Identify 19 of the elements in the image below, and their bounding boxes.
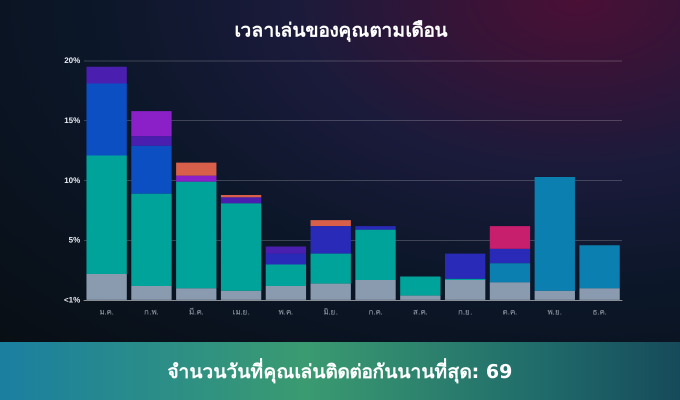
y-tick-label: <1% [64,296,80,305]
x-tick-label: ก.ค. [368,307,383,316]
y-tick-label: 5% [68,236,80,245]
x-tick-label: มี.ค. [189,307,204,316]
chart-title: เวลาเล่นของคุณตามเดือน [234,19,448,42]
x-tick-label: ม.ค. [99,307,114,316]
y-tick-label: 15% [64,116,80,125]
x-tick-label: ก.พ. [144,307,159,316]
x-tick-label: ธ.ค. [592,307,607,316]
y-tick-label: 20% [64,56,80,66]
y-tick-label: 10% [64,176,80,185]
x-tick-label: ต.ค. [502,307,518,316]
x-tick-label: พ.ค. [278,307,294,316]
x-tick-label: พ.ย. [548,307,562,316]
text: จำนวนวันที่คุณเล่นติดต่อกันนานที่สุด: 69 [168,357,512,386]
x-tick-label: มิ.ย. [323,307,338,316]
x-tick-label: ส.ค. [413,307,428,316]
x-tick-label: เม.ย. [232,307,250,316]
x-tick-label: ก.ย. [458,307,472,316]
